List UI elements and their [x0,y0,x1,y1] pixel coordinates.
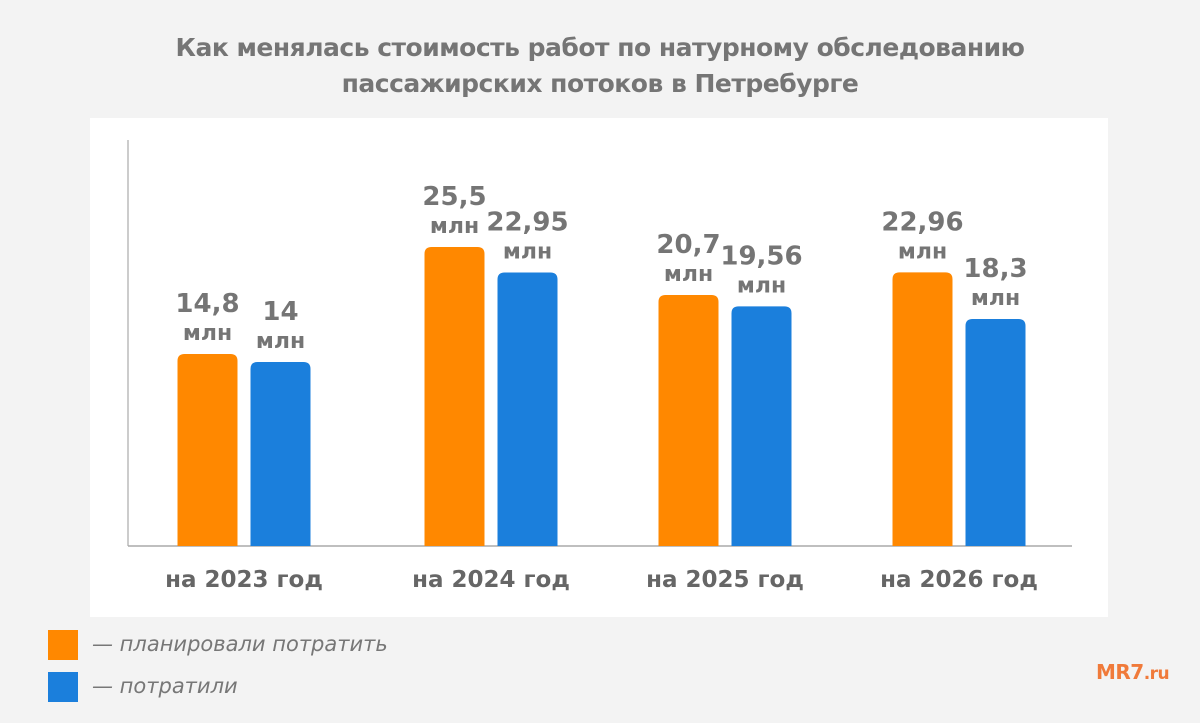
x-tick-label: на 2024 год [412,567,570,593]
data-label-value: 20,7 [656,230,720,260]
data-label-unit: млн [898,239,947,264]
bar-planned [658,295,719,546]
legend-label-spent: — потратили [92,674,238,698]
data-label-unit: млн [664,262,713,287]
data-label-value: 18,3 [963,254,1027,284]
legend-swatch-planned [48,630,78,660]
chart-title: Как менялась стоимость работ по натурном… [0,30,1200,102]
x-tick-label: на 2025 год [646,567,804,593]
data-label-value: 14 [262,297,298,327]
chart-title-line-2: пассажирских потоков в Петребурге [341,69,859,98]
data-label-unit: млн [503,240,552,265]
data-label-unit: млн [971,286,1020,311]
x-tick-label: на 2023 год [165,567,323,593]
legend-swatch-spent [48,672,78,702]
data-label-value: 14,8 [175,289,239,319]
bar-planned [892,272,953,546]
bar-spent [965,319,1026,546]
x-tick-label: на 2026 год [880,567,1038,593]
logo-suffix: .ru [1143,664,1170,684]
data-label-value: 22,95 [486,208,568,238]
logo-main: MR7 [1096,660,1144,684]
data-label-unit: млн [256,329,305,354]
bar-spent [250,362,311,546]
bar-planned [424,247,485,546]
legend-label-planned: — планировали потратить [92,632,388,656]
data-label-unit: млн [430,214,479,239]
data-label-value: 25,5 [422,182,486,212]
bar-spent [731,306,792,546]
chart-title-line-1: Как менялась стоимость работ по натурном… [175,33,1025,62]
data-label-value: 19,56 [720,241,802,271]
data-label-unit: млн [737,273,786,298]
mr7-logo: MR7.ru [1096,660,1170,684]
data-label-unit: млн [183,321,232,346]
bar-planned [177,354,238,546]
data-label-value: 22,96 [881,207,963,237]
bar-spent [497,272,558,546]
